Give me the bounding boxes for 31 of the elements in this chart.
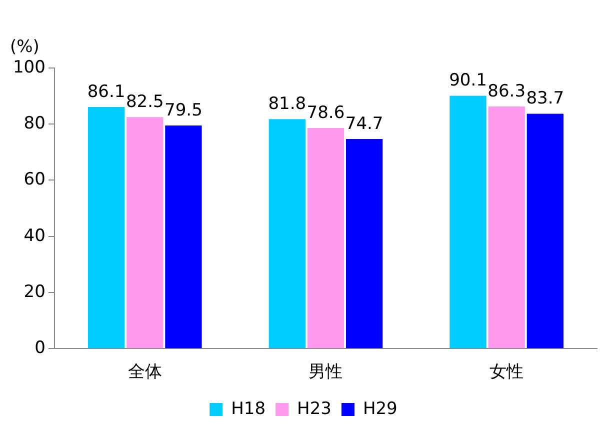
data-label: 78.6	[306, 102, 345, 123]
x-tick-label: 女性	[490, 362, 524, 382]
data-label: 81.8	[268, 94, 306, 114]
legend-label: H18	[231, 398, 266, 419]
y-axis-title: (%)	[10, 36, 40, 57]
y-tick-label: 60	[24, 170, 46, 190]
x-tick-label: 全体	[128, 362, 162, 382]
x-tick-label: 男性	[308, 362, 343, 382]
y-tick-label: 0	[34, 338, 46, 358]
data-label: 74.7	[345, 114, 384, 134]
bar	[307, 128, 344, 348]
y-tick-label: 20	[24, 282, 46, 302]
legend-label: H23	[297, 398, 332, 419]
data-label: 82.5	[126, 92, 164, 112]
bar	[126, 117, 164, 348]
bar	[526, 114, 564, 348]
data-label: 86.3	[488, 81, 526, 102]
data-label: 90.1	[449, 70, 487, 91]
bar	[88, 107, 125, 348]
y-tick-label: 40	[24, 226, 46, 246]
y-tick-label: 100	[12, 57, 46, 78]
bar	[268, 119, 306, 348]
data-label: 86.1	[87, 82, 126, 102]
bar	[450, 96, 486, 348]
y-tick-label: 80	[24, 114, 46, 134]
bar	[346, 138, 383, 348]
legend-label: H29	[362, 398, 398, 419]
bar	[488, 106, 525, 348]
data-label: 83.7	[526, 88, 564, 109]
bar	[165, 126, 202, 348]
data-label: 79.5	[164, 100, 202, 120]
